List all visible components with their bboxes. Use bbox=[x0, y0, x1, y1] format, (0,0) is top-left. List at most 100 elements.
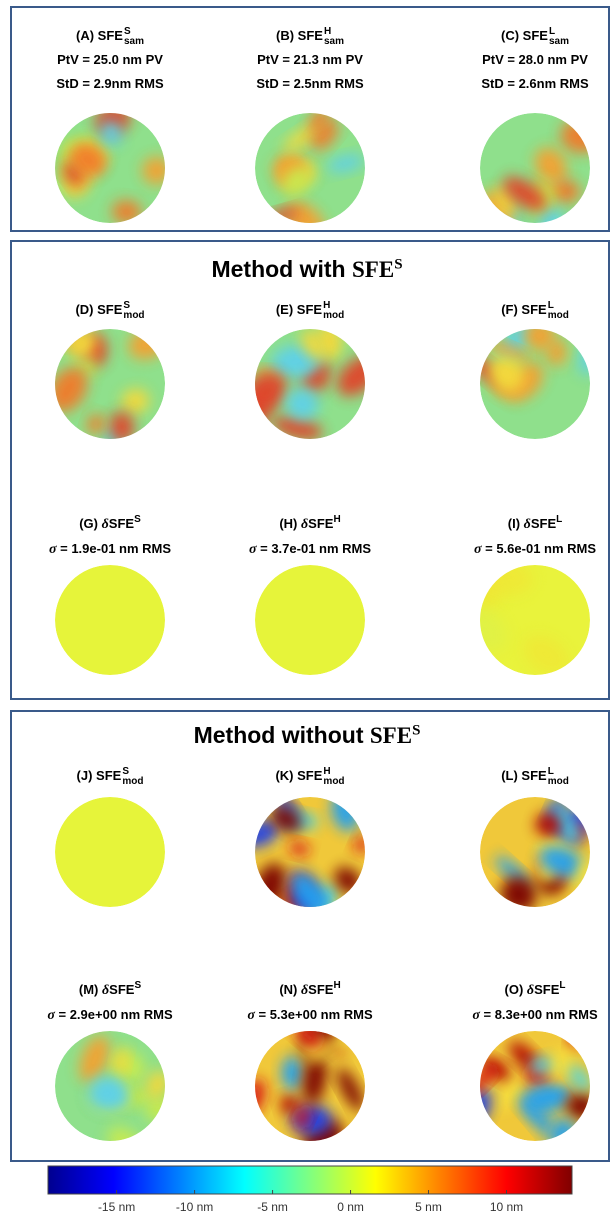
surface-feature bbox=[55, 367, 88, 413]
surface-feature bbox=[543, 1049, 575, 1081]
surface-feature bbox=[142, 156, 165, 185]
title-sup: S bbox=[394, 256, 403, 273]
rms-line: σ = 5.3e+00 nm RMS bbox=[205, 1003, 415, 1028]
surface-feature bbox=[354, 835, 365, 854]
sigma: σ bbox=[247, 1008, 255, 1023]
surface-feature bbox=[311, 120, 339, 151]
sigma: σ bbox=[48, 542, 57, 557]
delta: δ bbox=[523, 517, 531, 532]
quantity: SFE bbox=[530, 516, 557, 531]
superscript: L bbox=[548, 25, 556, 37]
surface-feature bbox=[337, 1068, 364, 1112]
stat-line: PtV = 21.3 nm PV bbox=[257, 52, 363, 67]
panel-id: (E) SFE bbox=[275, 302, 323, 317]
surface-feature bbox=[289, 841, 310, 856]
stat-line: StD = 2.9nm RMS bbox=[56, 76, 164, 91]
title-text: Method without bbox=[193, 722, 364, 748]
title-formula: SFE bbox=[352, 257, 395, 282]
surface-feature bbox=[521, 1082, 573, 1114]
panel-id: (D) SFE bbox=[75, 302, 123, 317]
group-title: Method with SFES bbox=[0, 256, 614, 283]
surface-feature bbox=[293, 1031, 323, 1049]
surface-map bbox=[255, 797, 365, 907]
surface-map bbox=[480, 565, 590, 675]
superscript: S bbox=[123, 25, 131, 37]
surface-feature bbox=[524, 329, 556, 351]
superscript: L bbox=[559, 980, 566, 991]
quantity: SFE bbox=[108, 516, 135, 531]
stat-line: PtV = 28.0 nm PV bbox=[482, 52, 588, 67]
delta: δ bbox=[101, 517, 109, 532]
title-sup: S bbox=[412, 722, 421, 739]
surface-feature bbox=[285, 388, 319, 421]
superscript: L bbox=[547, 765, 554, 777]
surface-feature bbox=[113, 1046, 128, 1078]
sigma: σ bbox=[473, 542, 482, 557]
surface-base bbox=[55, 797, 165, 907]
surface-feature bbox=[271, 806, 302, 832]
sigma: σ bbox=[472, 1008, 480, 1023]
surface-feature bbox=[294, 1106, 311, 1129]
delta: δ bbox=[101, 983, 110, 998]
rms-value: = 8.3e+00 nm RMS bbox=[483, 1007, 598, 1022]
delta: δ bbox=[300, 983, 309, 998]
surface-feature bbox=[549, 805, 581, 845]
surface-feature bbox=[282, 166, 311, 196]
surface-feature bbox=[280, 1094, 300, 1115]
surface-map bbox=[480, 797, 590, 907]
surface-feature bbox=[484, 339, 531, 363]
panel-id: (C) SFE bbox=[501, 28, 548, 43]
rms-line: σ = 3.7e-01 nm RMS bbox=[205, 537, 415, 562]
quantity: SFE bbox=[308, 982, 334, 997]
superscript: S bbox=[123, 299, 131, 311]
surface-map bbox=[55, 1031, 165, 1141]
stat-line: PtV = 25.0 nm PV bbox=[57, 52, 163, 67]
surface-feature bbox=[145, 1095, 165, 1123]
label-line: (N) δSFEH bbox=[205, 974, 415, 1003]
panel-label: (M) δSFES σ = 2.9e+00 nm RMS bbox=[5, 974, 215, 1028]
panel-id: (G) bbox=[79, 516, 98, 531]
surface-feature bbox=[337, 355, 365, 397]
panel-id: (H) bbox=[279, 516, 298, 531]
surface-feature bbox=[281, 1055, 304, 1091]
surface-feature bbox=[109, 411, 135, 439]
tick-label: -10 nm bbox=[176, 1200, 213, 1214]
subscript: mod bbox=[323, 309, 345, 321]
surface-feature bbox=[569, 1065, 590, 1092]
surface-map bbox=[55, 565, 165, 675]
superscript: L bbox=[547, 299, 554, 311]
surface-feature bbox=[480, 608, 507, 652]
label-line: (G) δSFES bbox=[5, 508, 215, 537]
surface-feature bbox=[289, 870, 329, 907]
superscript: H bbox=[333, 514, 341, 525]
surface-feature bbox=[327, 154, 364, 173]
surface-feature bbox=[302, 1053, 327, 1105]
label-line: (O) δSFEL bbox=[430, 974, 614, 1003]
rms-line: σ = 5.6e-01 nm RMS bbox=[430, 537, 614, 562]
surface-base bbox=[55, 565, 165, 675]
surface-feature bbox=[72, 146, 104, 174]
tick-label: 10 nm bbox=[490, 1200, 523, 1214]
surface-feature bbox=[534, 147, 567, 184]
label-line: (H) δSFEH bbox=[205, 508, 415, 537]
panel-id: (O) bbox=[504, 982, 524, 997]
panel-id: (N) bbox=[279, 982, 298, 997]
panel-id: (A) SFE bbox=[76, 28, 123, 43]
superscript: S bbox=[122, 765, 130, 777]
surface-base bbox=[255, 565, 365, 675]
subscript: mod bbox=[323, 775, 345, 787]
rms-value: = 5.3e+00 nm RMS bbox=[258, 1007, 373, 1022]
